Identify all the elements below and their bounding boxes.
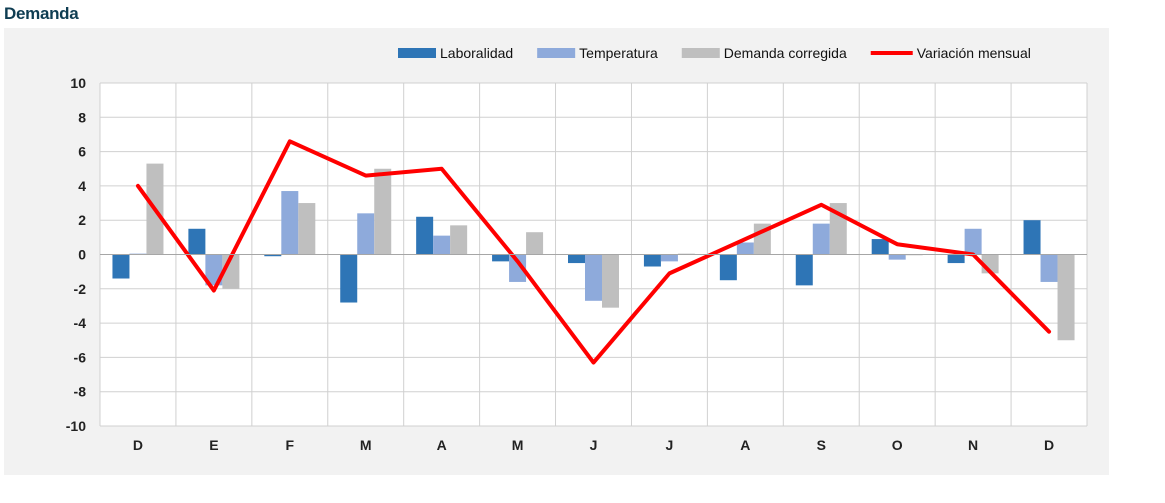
y-tick-label: 2 xyxy=(78,212,86,228)
legend-label: Variación mensual xyxy=(917,45,1031,61)
y-tick-label: 0 xyxy=(78,247,86,263)
bar-laboralidad xyxy=(643,254,661,267)
line-variacion-mensual xyxy=(135,139,1052,365)
x-tick-label: M xyxy=(512,437,524,453)
legend-label: Temperatura xyxy=(579,45,658,61)
bar-demanda-corregida xyxy=(1057,254,1075,341)
bar-laboralidad xyxy=(871,239,889,255)
x-tick-label: A xyxy=(437,437,447,453)
x-tick-label: F xyxy=(286,437,295,453)
bar-laboralidad xyxy=(340,254,358,303)
axis-layer: 10 8 6 4 2 0 -2 -4 -6 -8 -10 D E F M A M J J A S O N D xyxy=(66,75,1087,453)
line-layer xyxy=(135,139,1052,365)
legend-swatch xyxy=(681,48,720,58)
bar-temperatura xyxy=(1040,254,1058,282)
bar-laboralidad xyxy=(264,254,282,257)
bar-laboralidad xyxy=(947,254,965,264)
bar-temperatura xyxy=(585,254,602,301)
chart-title: Demanda xyxy=(4,4,79,23)
x-tick-label: M xyxy=(360,437,372,453)
y-tick-label: 10 xyxy=(70,75,86,91)
y-tick-label: 8 xyxy=(78,109,86,125)
legend-swatch xyxy=(398,48,436,58)
bar-demanda-corregida xyxy=(298,203,316,255)
bar-temperatura xyxy=(812,223,830,255)
legend-label: Demanda corregida xyxy=(724,45,847,61)
bar-laboralidad xyxy=(1023,220,1041,255)
bar-temperatura xyxy=(964,228,982,255)
bar-demanda-corregida xyxy=(374,168,392,255)
bar-laboralidad xyxy=(795,254,813,286)
bar-laboralidad xyxy=(719,254,737,281)
y-tick-label: -8 xyxy=(74,384,87,400)
x-tick-label: J xyxy=(590,437,598,453)
x-tick-label: O xyxy=(892,437,903,453)
x-tick-label: J xyxy=(666,437,674,453)
y-tick-label: -4 xyxy=(74,315,87,331)
x-tick-label: N xyxy=(968,437,978,453)
y-tick-label: -6 xyxy=(74,349,87,365)
bar-temperatura xyxy=(888,254,906,260)
bar-laboralidad xyxy=(492,254,510,262)
x-tick-label: S xyxy=(817,437,826,453)
bar-temperatura xyxy=(281,191,299,255)
y-tick-label: 6 xyxy=(78,144,86,160)
bar-temperatura xyxy=(205,254,223,286)
legend-label: Laboralidad xyxy=(440,45,513,61)
bar-demanda-corregida xyxy=(602,254,619,308)
bar-temperatura xyxy=(357,213,375,255)
bar-laboralidad xyxy=(112,254,130,279)
y-tick-label: -2 xyxy=(74,281,87,297)
x-tick-label: A xyxy=(740,437,750,453)
bar-temperatura xyxy=(660,254,678,262)
bar-laboralidad xyxy=(416,216,434,255)
bar-temperatura xyxy=(433,235,451,255)
x-tick-label: D xyxy=(133,437,143,453)
y-tick-label: 4 xyxy=(78,178,86,194)
bar-demanda-corregida xyxy=(526,232,544,255)
bar-laboralidad xyxy=(188,228,206,255)
bar-temperatura xyxy=(736,242,754,255)
bar-laboralidad xyxy=(568,254,585,264)
legend-swatch xyxy=(537,48,576,58)
x-tick-label: D xyxy=(1044,437,1054,453)
legend: Laboralidad Temperatura Demanda corregida V… xyxy=(398,45,1031,61)
x-tick-label: E xyxy=(209,437,218,453)
bar-demanda-corregida xyxy=(450,225,468,255)
y-tick-label: -10 xyxy=(66,418,86,434)
bar-temperatura xyxy=(509,254,527,282)
